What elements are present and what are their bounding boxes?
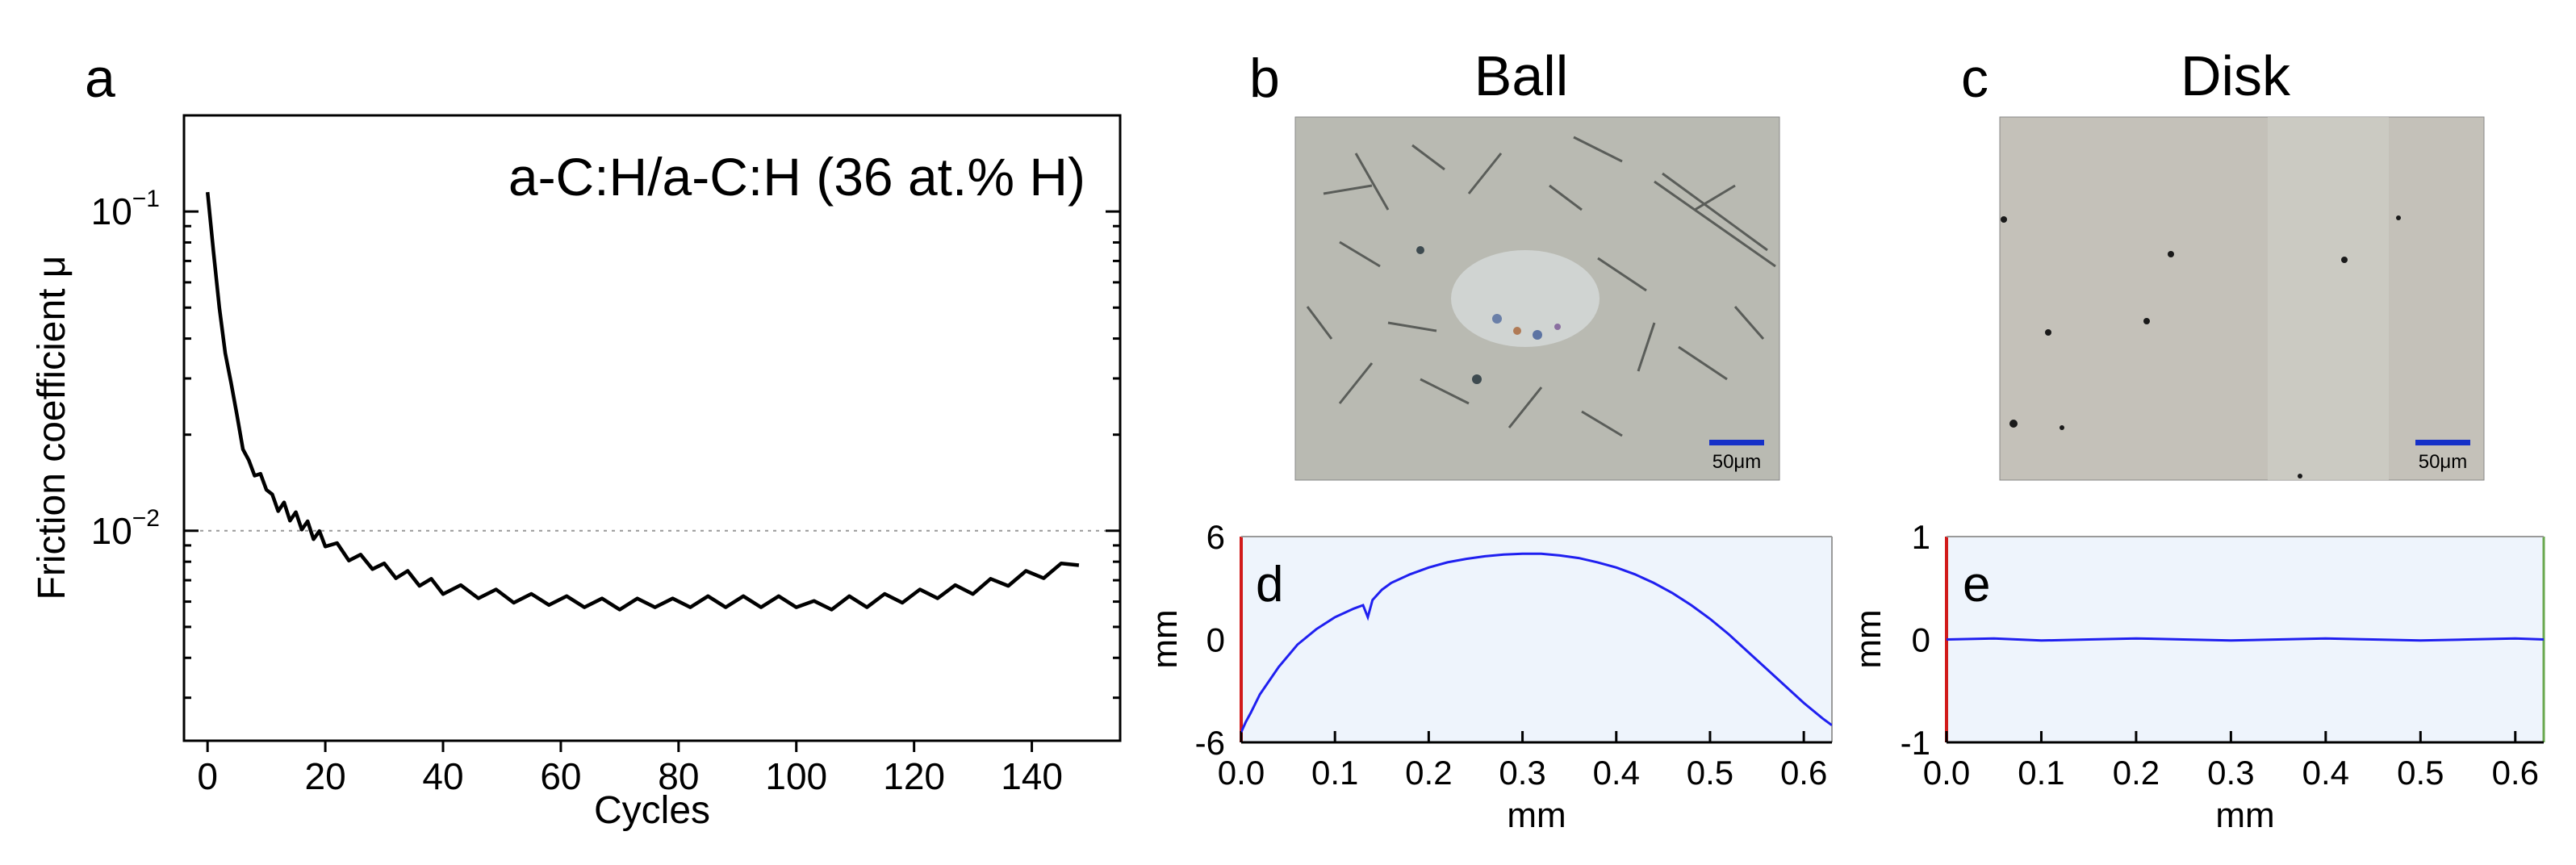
chart-e-ylabel: mm <box>1849 609 1888 668</box>
y-ticks: 6 0 -6 <box>1195 518 1225 762</box>
y-tick-label: -6 <box>1195 724 1225 762</box>
panel-b: b Ball <box>1249 44 1780 481</box>
y-tick-label: 6 <box>1206 518 1225 556</box>
y-tick-label: 10−2 <box>91 505 160 552</box>
y-tick-label: 10−1 <box>91 186 160 232</box>
chart-a-ylabel: Friction coefficient μ <box>31 256 73 600</box>
x-tick-label: 0.4 <box>2302 754 2349 792</box>
panel-letter-c: c <box>1961 48 1988 109</box>
disk-scale-label: 50μm <box>2419 451 2468 473</box>
y-tick-label: 1 <box>1912 518 1930 556</box>
x-tick-label: 0.5 <box>2397 754 2444 792</box>
x-tick-label: 0.0 <box>1923 754 1970 792</box>
x-tick-label: 140 <box>1001 755 1063 797</box>
chart-d-xlabel: mm <box>1507 796 1566 835</box>
x-tick-label: 0.6 <box>1780 754 1827 792</box>
panel-letter-d: d <box>1256 557 1283 612</box>
chart-e-xlabel: mm <box>2215 796 2274 835</box>
panel-letter-a: a <box>85 48 115 109</box>
chart-a-xlabel: Cycles <box>594 789 710 832</box>
x-tick-label: 120 <box>883 755 945 797</box>
y-tick-label: 0 <box>1206 621 1225 659</box>
x-tick-label: 0.0 <box>1218 754 1265 792</box>
x-tick-label: 0.3 <box>2207 754 2254 792</box>
y-ticks: 1 0 -1 <box>1901 518 1930 762</box>
disk-wear-track <box>2268 117 2389 480</box>
x-tick-label: 40 <box>422 755 463 797</box>
x-tick-label: 80 <box>658 755 699 797</box>
chart-a-title: a-C:H/a-C:H (36 at.% H) <box>508 147 1085 207</box>
y-ticks: 10−1 10−2 <box>91 186 1120 700</box>
y-tick-label: 0 <box>1912 621 1930 659</box>
ball-wear-scar <box>1451 250 1600 347</box>
y-tick-label: -1 <box>1901 724 1930 762</box>
x-ticks: 0.0 0.1 0.2 0.3 0.4 0.5 0.6 <box>1923 731 2539 792</box>
disk-scale-bar <box>2415 440 2470 445</box>
ball-scale-label: 50μm <box>1712 451 1762 473</box>
x-tick-label: 60 <box>540 755 581 797</box>
chart-a-frame <box>182 114 1122 742</box>
ball-profile-line <box>1241 552 1832 733</box>
ball-scratches <box>1306 136 1776 437</box>
panel-letter-b: b <box>1249 48 1280 109</box>
panel-c: c Disk 50μm <box>1961 44 2485 481</box>
x-tick-label: 0.2 <box>1405 754 1452 792</box>
x-tick-label: 0.2 <box>2113 754 2160 792</box>
x-tick-label: 0.5 <box>1687 754 1733 792</box>
panel-letter-e: e <box>1963 557 1990 612</box>
disk-profile-line <box>1947 637 2544 642</box>
chart-d-plot-area <box>1241 537 1832 742</box>
x-tick-label: 0 <box>197 755 218 797</box>
panel-e: 0.0 0.1 0.2 0.3 0.4 0.5 0.6 1 0 -1 e mm mm <box>1849 518 2545 835</box>
x-ticks: 0.0 0.1 0.2 0.3 0.4 0.5 0.6 <box>1218 731 1827 792</box>
panel-a: a a-C:H/a-C:H (36 at.% H) 0 20 40 60 80 100 12… <box>31 48 1122 832</box>
x-tick-label: 20 <box>305 755 346 797</box>
friction-series-line <box>205 191 1080 612</box>
x-tick-label: 0.1 <box>2018 754 2064 792</box>
ball-title: Ball <box>1474 44 1569 107</box>
x-tick-label: 100 <box>765 755 827 797</box>
x-ticks: 0 20 40 60 80 100 120 140 <box>197 741 1063 797</box>
x-tick-label: 0.6 <box>2492 754 2539 792</box>
chart-d-ylabel: mm <box>1145 609 1185 668</box>
disk-specks <box>2001 215 2401 478</box>
x-tick-label: 0.4 <box>1593 754 1640 792</box>
ball-scale-bar <box>1709 440 1764 445</box>
x-tick-label: 0.3 <box>1499 754 1545 792</box>
ball-debris <box>1416 246 1561 384</box>
x-tick-label: 0.1 <box>1311 754 1358 792</box>
disk-title: Disk <box>2181 44 2291 107</box>
panel-d: 0.0 0.1 0.2 0.3 0.4 0.5 0.6 6 0 -6 d mm mm <box>1145 518 1833 835</box>
disk-micrograph <box>1999 116 2485 481</box>
